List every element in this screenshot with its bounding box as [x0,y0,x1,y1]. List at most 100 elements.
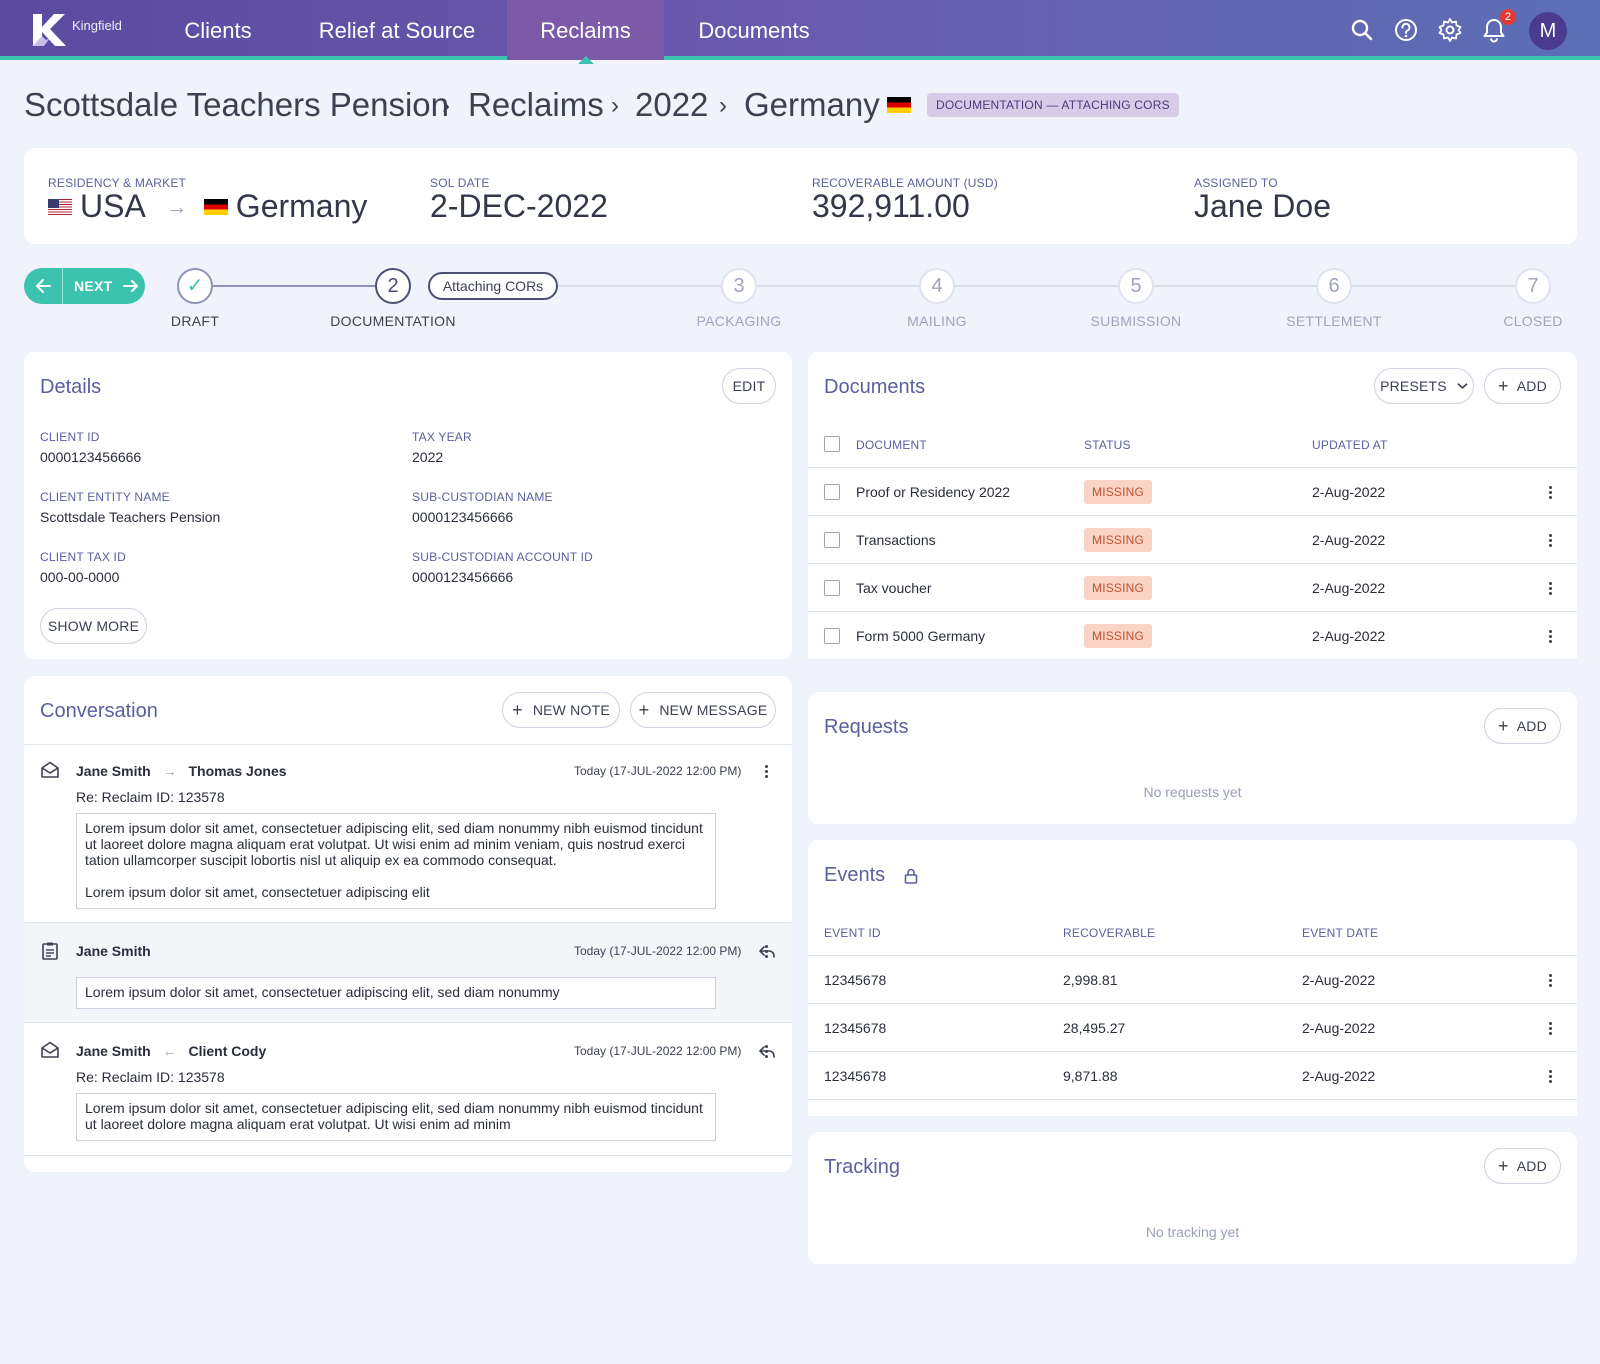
step-7-circle[interactable]: 7 [1515,268,1551,304]
breadcrumb-reclaims[interactable]: Reclaims [468,86,604,123]
event-id[interactable]: 12345678 [824,1020,887,1036]
step-connector [1154,285,1316,287]
step-4-circle[interactable]: 4 [919,268,955,304]
add-label: ADD [1516,718,1547,734]
user-avatar[interactable]: M [1529,12,1567,50]
events-panel: Events EVENT ID RECOVERABLE EVENT DATE 1… [808,840,1577,1116]
event-date: 2-Aug-2022 [1302,1020,1376,1036]
updated-at: 2-Aug-2022 [1312,532,1386,548]
reply-icon[interactable] [758,1044,776,1060]
plus-icon: + [1498,376,1509,396]
nav-tab-reclaims[interactable]: Reclaims [507,0,664,64]
step-1-check-icon[interactable]: ✓ [177,268,213,304]
plus-icon: + [512,700,523,720]
clipboard-note-icon [42,942,58,960]
event-id[interactable]: 12345678 [824,1068,887,1084]
presets-dropdown[interactable]: PRESETS [1374,368,1474,404]
conversation-panel: Conversation + NEW NOTE + NEW MESSAGE Jane… [24,676,792,1172]
help-icon[interactable] [1392,16,1420,44]
column-header-event-date[interactable]: EVENT DATE [1302,926,1379,940]
column-header-event-id[interactable]: EVENT ID [824,926,881,940]
search-icon[interactable] [1348,16,1376,44]
step-5-circle[interactable]: 5 [1118,268,1154,304]
germany-flag-icon [203,198,228,215]
plus-icon: + [638,700,650,720]
recoverable-amount-label: RECOVERABLE AMOUNT (USD) [812,176,998,190]
documents-panel: Documents PRESETS + ADD DOCUMENT STATUS U… [808,352,1577,660]
arrow-right-icon: → [162,763,177,779]
bell-icon[interactable] [1480,16,1508,44]
more-vertical-icon[interactable] [1549,534,1553,548]
usa-flag-icon [48,198,72,215]
client-entity-name-value: Scottsdale Teachers Pension [40,509,221,525]
new-note-button[interactable]: + NEW NOTE [502,692,620,728]
step-2-circle[interactable]: 2 [375,268,411,304]
edit-button[interactable]: EDIT [722,368,776,404]
message-item[interactable]: Jane Smith ← Client Cody Today (17-JUL-2… [24,1023,792,1153]
message-body-paragraph: Lorem ipsum dolor sit amet, consectetuer… [85,884,430,900]
more-vertical-icon[interactable] [1549,1070,1553,1084]
document-name[interactable]: Transactions [856,532,936,548]
step-connector [757,285,919,287]
arrow-left-icon [36,279,51,293]
new-message-button[interactable]: + NEW MESSAGE [630,692,776,728]
updated-at: 2-Aug-2022 [1312,580,1386,596]
column-header-recoverable[interactable]: RECOVERABLE [1063,926,1156,940]
column-header-document[interactable]: DOCUMENT [856,438,927,452]
message-item[interactable]: Jane Smith → Thomas Jones Today (17-JUL-… [24,745,792,921]
breadcrumb-year[interactable]: 2022 [635,86,709,123]
nav-tab-relief-at-source[interactable]: Relief at Source [318,18,476,43]
tax-year-value: 2022 [412,449,444,465]
document-name[interactable]: Proof or Residency 2022 [856,484,1011,500]
show-more-button[interactable]: SHOW MORE [40,608,147,644]
row-checkbox[interactable] [824,628,840,644]
event-id[interactable]: 12345678 [824,972,887,988]
breadcrumb-client[interactable]: Scottsdale Teachers Pension [24,86,449,123]
row-checkbox[interactable] [824,580,840,596]
more-vertical-icon[interactable] [765,945,769,959]
breadcrumb-separator: › [611,92,619,119]
column-header-status[interactable]: STATUS [1084,438,1131,452]
sub-custodian-name-value: 0000123456666 [412,509,514,525]
nav-tab-documents[interactable]: Documents [698,18,810,43]
reply-icon[interactable] [758,944,776,960]
more-vertical-icon[interactable] [1549,974,1553,988]
document-name[interactable]: Tax voucher [856,580,932,596]
status-badge: MISSING [1084,576,1153,600]
select-all-checkbox[interactable] [824,436,840,452]
column-header-updated-at[interactable]: UPDATED AT [1312,438,1388,452]
note-item[interactable]: Jane Smith Today (17-JUL-2022 12:00 PM) … [24,923,792,1022]
tracking-title: Tracking [824,1156,900,1178]
requests-add-button[interactable]: + ADD [1484,708,1561,744]
more-vertical-icon[interactable] [1549,486,1553,500]
requests-title: Requests [824,716,909,738]
client-id-label: CLIENT ID [40,430,100,444]
more-vertical-icon[interactable] [765,765,769,779]
nav-tab-clients[interactable]: Clients [184,18,252,43]
step-label-submission: SUBMISSION [1090,313,1182,329]
chevron-down-icon [1457,383,1468,389]
event-date: 2-Aug-2022 [1302,1068,1376,1084]
row-checkbox[interactable] [824,484,840,500]
document-name[interactable]: Form 5000 Germany [856,628,986,644]
more-vertical-icon[interactable] [765,1045,769,1059]
event-recoverable: 28,495.27 [1063,1020,1126,1036]
summary-card: RESIDENCY & MARKET USA → Germany SOL DAT… [24,148,1577,244]
kingfield-logo[interactable]: Kingfield [30,12,160,48]
more-vertical-icon[interactable] [1549,630,1553,644]
more-vertical-icon[interactable] [1549,582,1553,596]
step-6-circle[interactable]: 6 [1316,268,1352,304]
more-vertical-icon[interactable] [1549,1022,1553,1036]
step-connector [1352,285,1515,287]
residency-label: RESIDENCY & MARKET [48,176,187,190]
next-button[interactable]: NEXT [74,268,140,304]
gear-icon[interactable] [1436,16,1464,44]
assigned-to-value[interactable]: Jane Doe [1194,188,1331,224]
row-checkbox[interactable] [824,532,840,548]
note-body: Lorem ipsum dolor sit amet, consectetuer… [76,977,716,1009]
client-id-value: 0000123456666 [40,449,142,465]
documents-add-button[interactable]: + ADD [1484,368,1561,404]
step-3-circle[interactable]: 3 [721,268,757,304]
back-button[interactable] [24,268,63,304]
tracking-add-button[interactable]: + ADD [1484,1148,1561,1184]
